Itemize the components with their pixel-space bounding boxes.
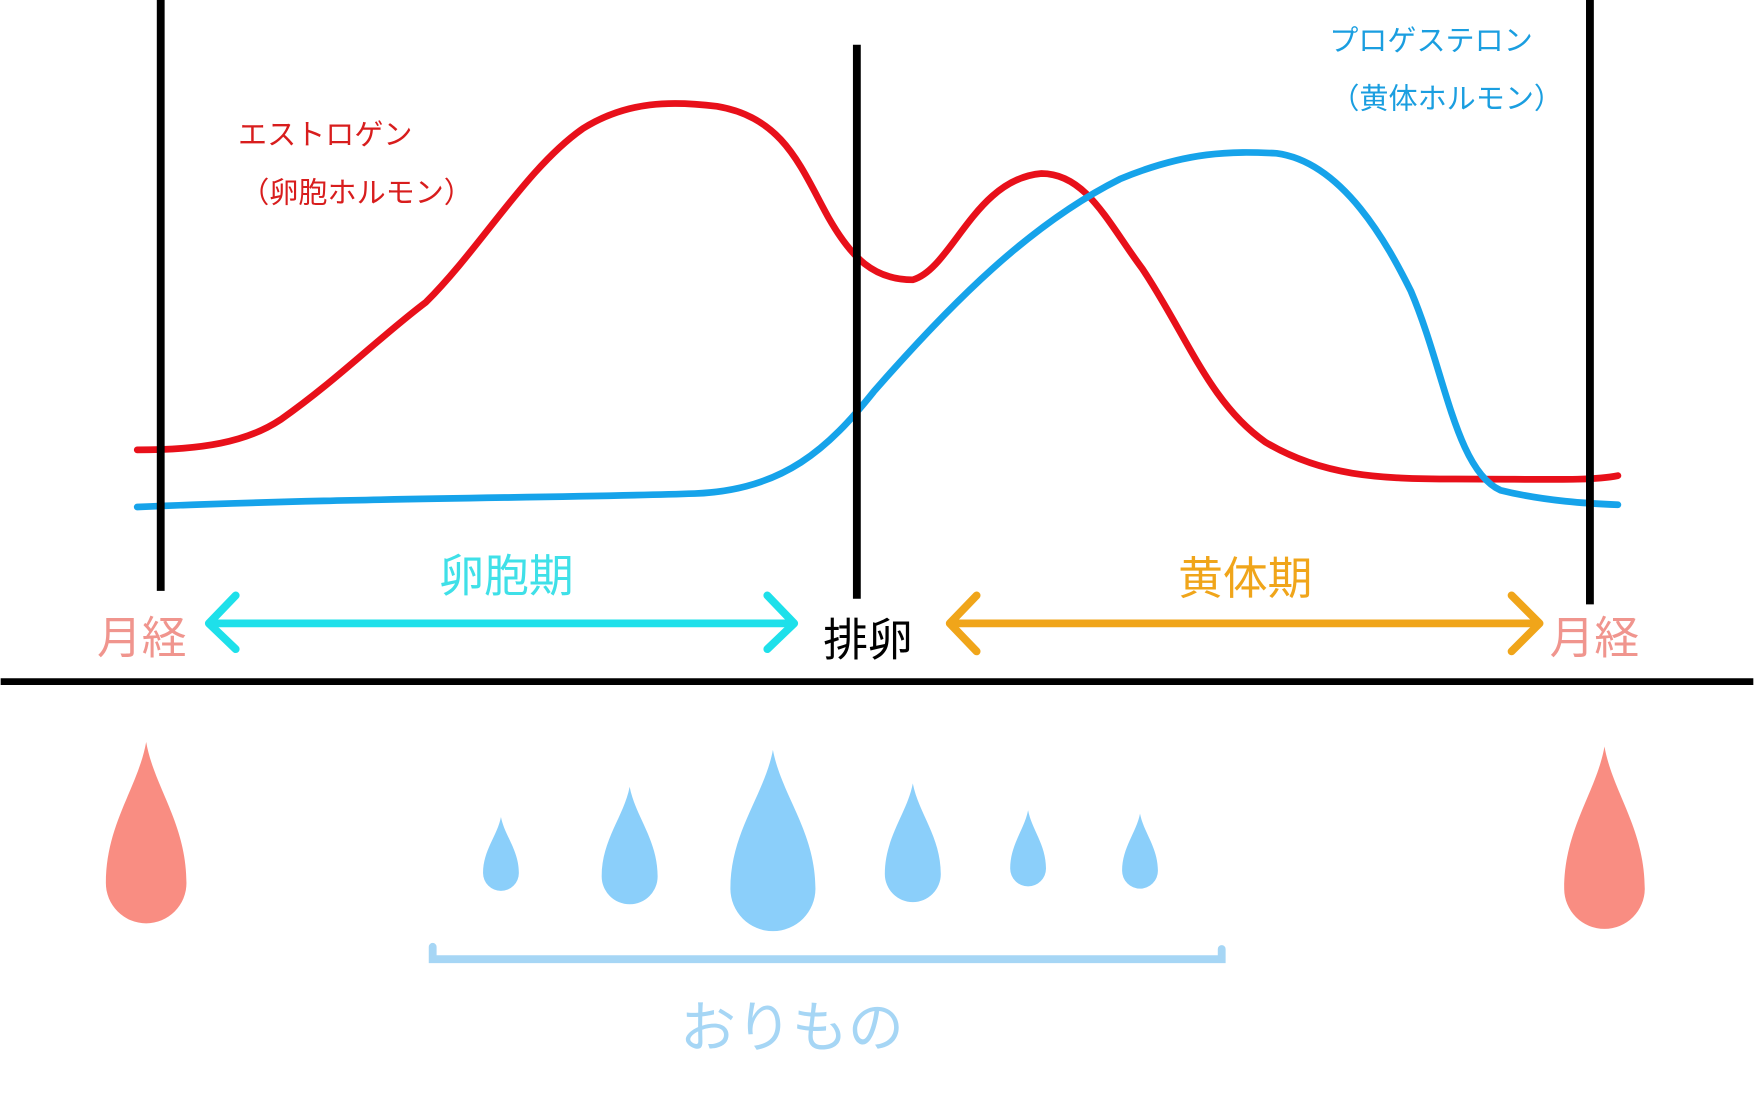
progesterone-subtitle: （黄体ホルモン） [1330,82,1563,116]
estrogen-subtitle: （卵胞ホルモン） [240,176,473,210]
luteal-arrow [945,591,1544,656]
drop [601,786,658,905]
drop [1010,810,1046,887]
drop [1122,813,1158,889]
estrogen-curve [133,100,1622,483]
drops [105,742,1645,932]
progesterone-curve [133,149,1622,511]
menstruation-label: 月経 [1550,611,1640,664]
follicular-arrow [204,591,799,654]
drop [105,742,187,924]
luteal-label: 黄体期 [1178,552,1312,605]
follicular-label: 卵胞期 [439,550,573,603]
drop [884,783,941,903]
estrogen-label: エストロゲン [238,118,412,152]
progesterone-label: プロゲステロン [1329,24,1533,58]
menstruation-label: 月経 [97,611,186,664]
drop [483,817,519,891]
discharge-bracket [428,942,1226,964]
discharge-label: おりもの [680,996,904,1061]
drop [1564,746,1645,929]
ovulation-label: 排卵 [823,614,913,667]
drop [730,749,816,932]
